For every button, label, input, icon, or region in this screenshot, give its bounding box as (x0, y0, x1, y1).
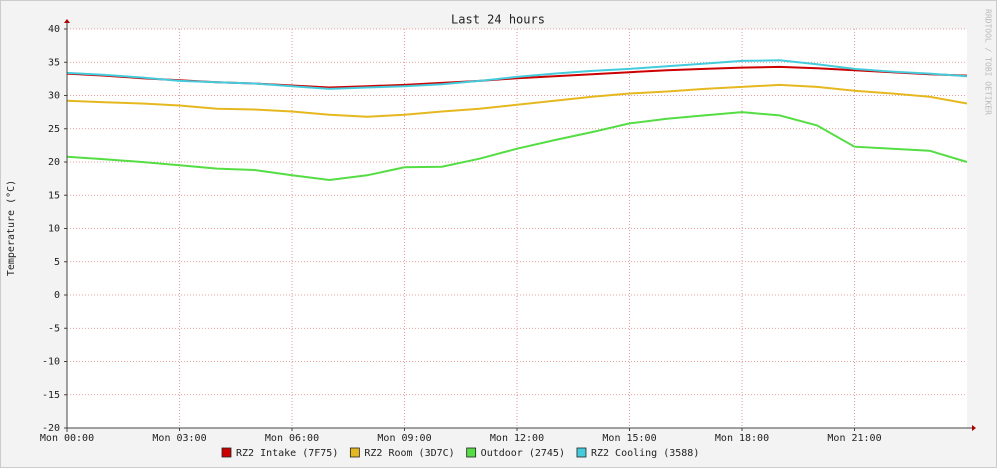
legend-swatch (576, 447, 587, 458)
x-tick-label: Mon 00:00 (40, 433, 94, 444)
chart-title: Last 24 hours (451, 13, 545, 27)
y-tick-label: 30 (48, 91, 60, 102)
legend-label: RZ2 Room (3D7C) (364, 448, 454, 459)
y-tick-label: 0 (54, 290, 60, 301)
legend: RZ2 Intake (7F75) RZ2 Room (3D7C) Outdoor … (221, 447, 699, 459)
y-tick-label: 10 (48, 224, 60, 235)
y-tick-label: 5 (54, 257, 60, 268)
watermark: RRDTOOL / TOBI OETIKER (984, 9, 993, 115)
legend-swatch (466, 447, 477, 458)
x-tick-label: Mon 15:00 (602, 433, 656, 444)
legend-swatch (349, 447, 360, 458)
axes: -20 -15 -10 -5 0 5 10 15 20 25 30 35 40 Mon 00:00 Mon … (40, 19, 976, 444)
series-line (66, 111, 968, 182)
y-tick-label: 40 (48, 24, 60, 35)
y-tick-label: 20 (48, 157, 60, 168)
y-tick-label: -5 (48, 323, 60, 334)
x-arrow (972, 425, 976, 431)
x-tick-label: Mon 21:00 (827, 433, 881, 444)
grid (66, 28, 967, 429)
y-tick-label: 15 (48, 190, 60, 201)
legend-label: RZ2 Intake (7F75) (236, 448, 338, 459)
y-tick-label: -20 (42, 423, 60, 434)
y-tick-label: 25 (48, 124, 60, 135)
lines (66, 59, 968, 182)
y-tick-label: 35 (48, 57, 60, 68)
series-line (66, 83, 968, 118)
y-arrow (64, 19, 70, 23)
y-tick-label: -15 (42, 390, 60, 401)
legend-label: Outdoor (2745) (481, 448, 565, 459)
x-tick-label: Mon 18:00 (715, 433, 769, 444)
x-tick-label: Mon 12:00 (490, 433, 544, 444)
legend-label: RZ2 Cooling (3588) (591, 448, 699, 459)
series-line (66, 59, 968, 90)
legend-swatch (221, 447, 232, 458)
x-tick-label: Mon 06:00 (265, 433, 319, 444)
x-tick-label: Mon 03:00 (152, 433, 206, 444)
y-tick-label: -10 (42, 357, 60, 368)
x-tick-label: Mon 09:00 (377, 433, 431, 444)
y-axis-label: Temperature (°C) (6, 180, 17, 276)
